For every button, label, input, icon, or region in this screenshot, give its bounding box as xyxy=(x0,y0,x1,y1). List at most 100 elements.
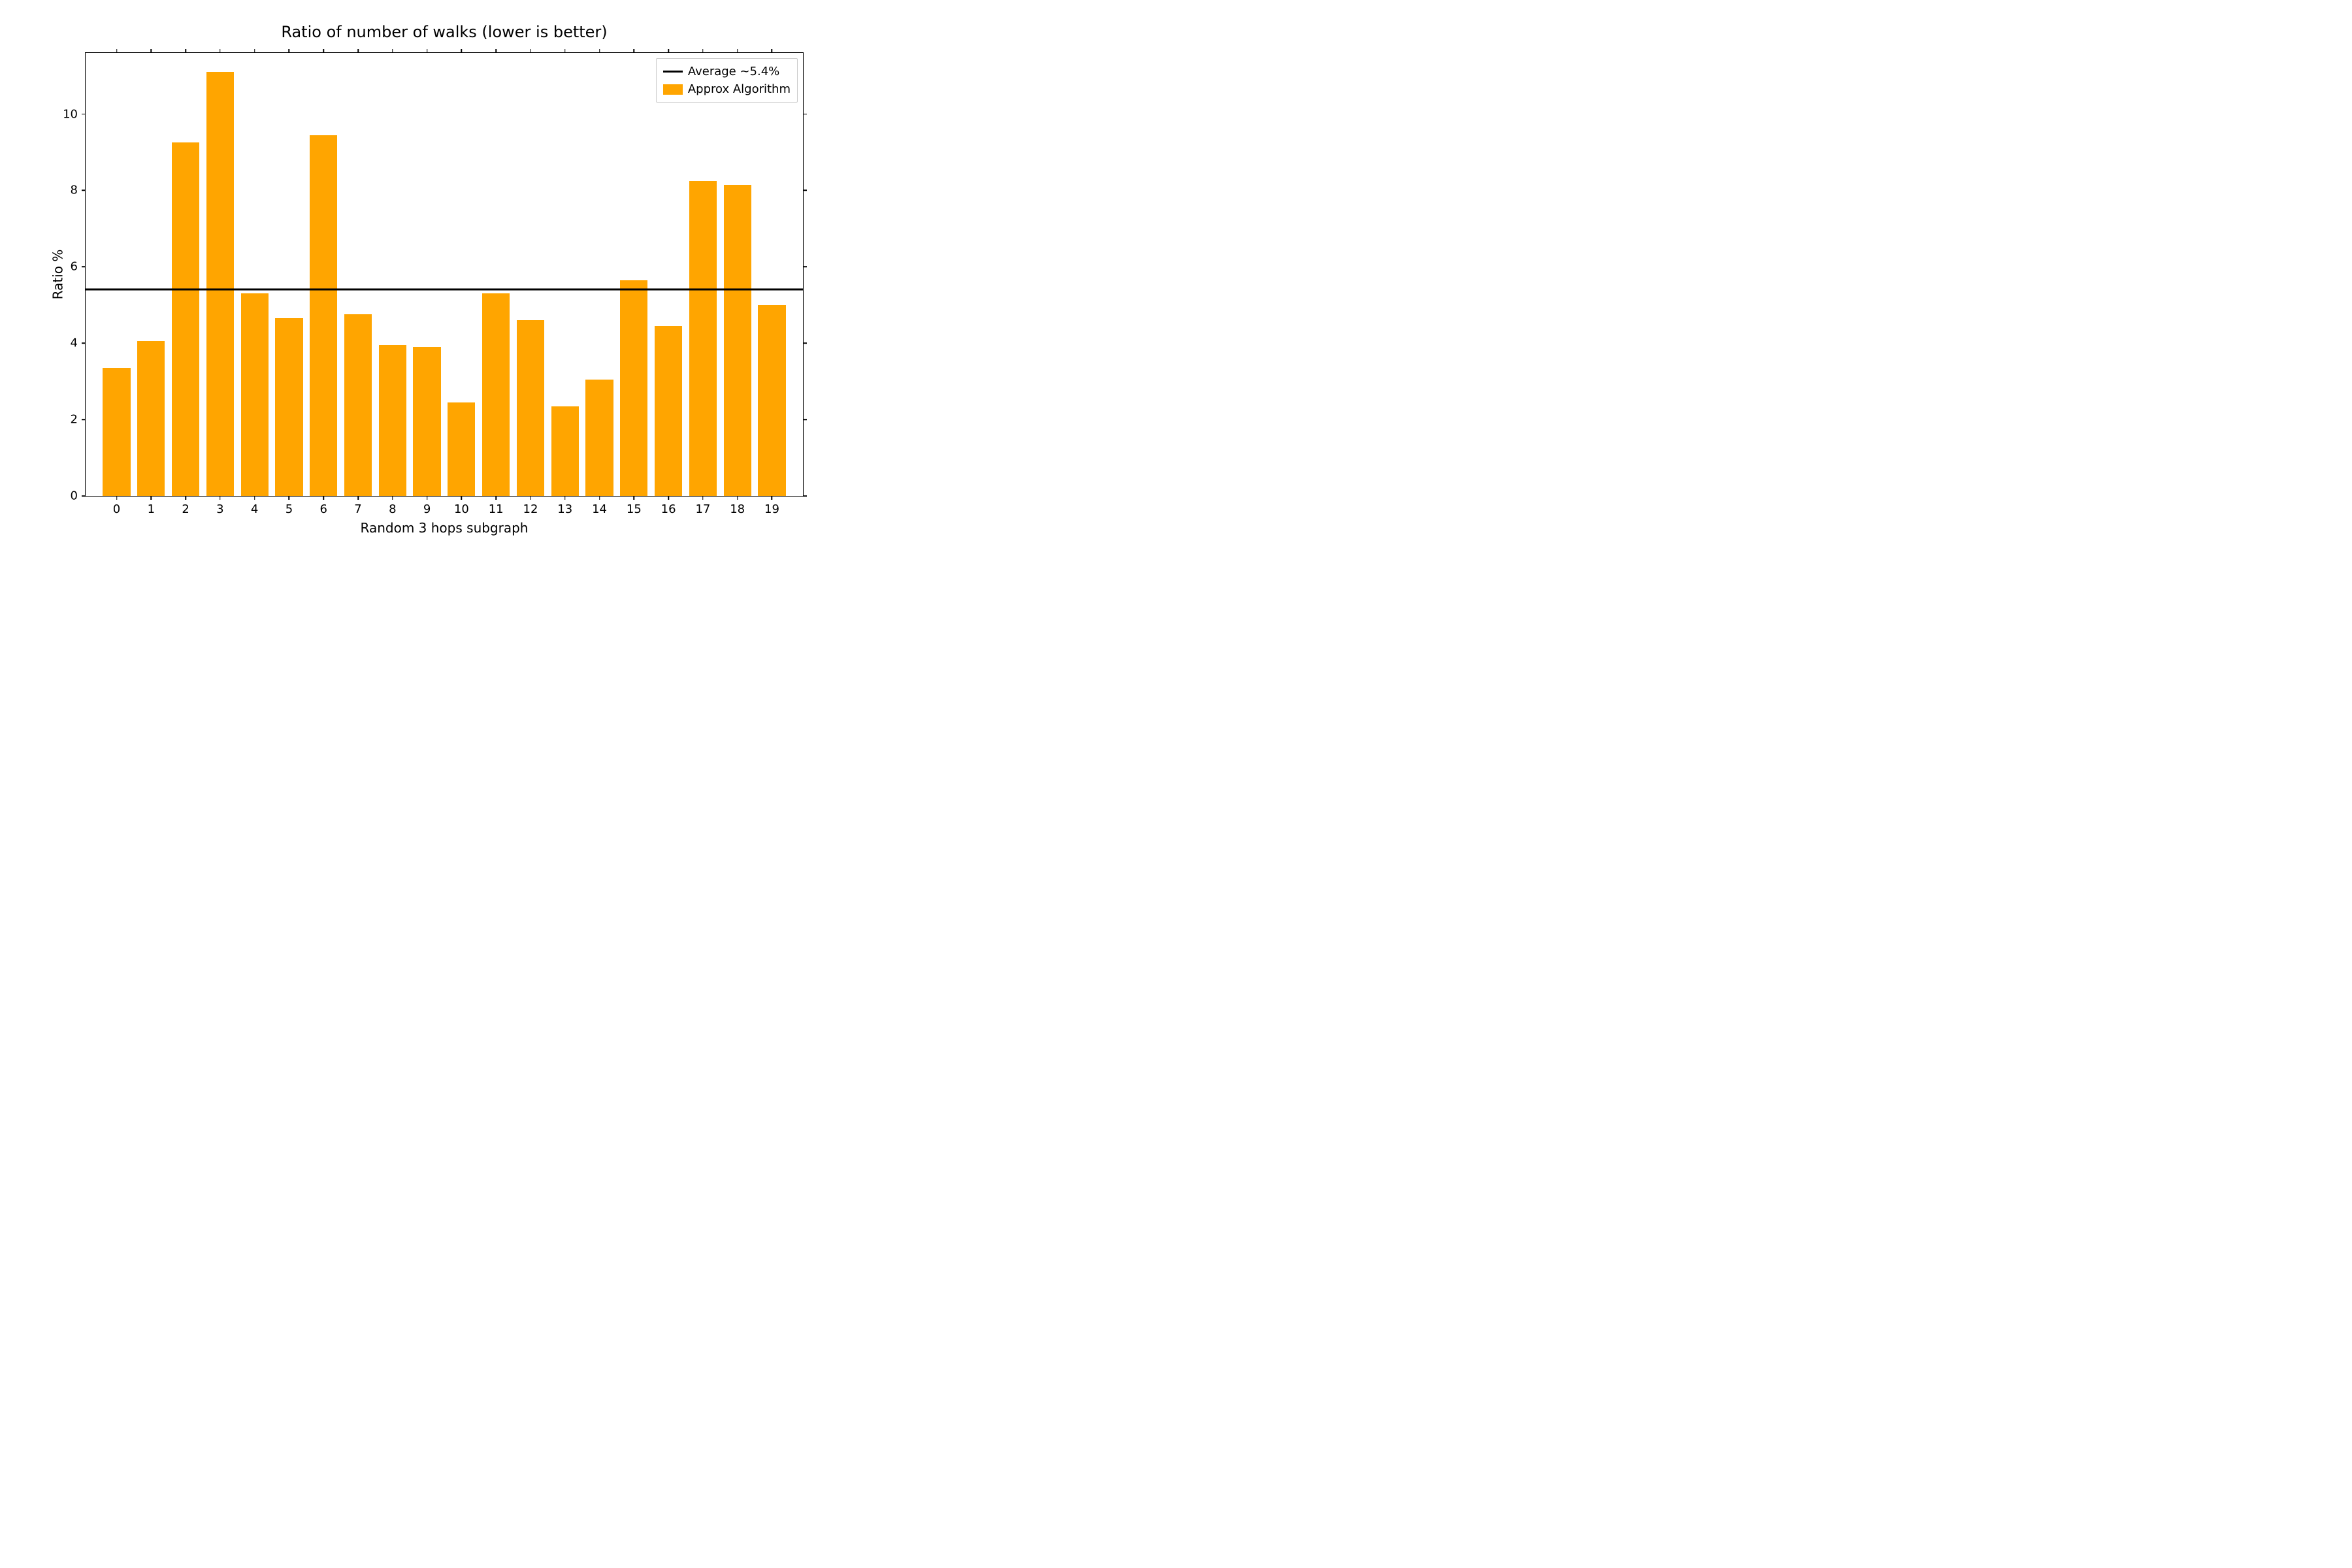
x-tick-mark xyxy=(357,49,359,53)
x-tick-mark xyxy=(668,49,669,53)
y-tick-mark xyxy=(82,419,86,420)
bar xyxy=(655,326,682,496)
bar xyxy=(344,314,372,496)
bar xyxy=(413,347,440,496)
x-tick-label: 6 xyxy=(320,502,327,516)
x-tick-mark xyxy=(151,496,152,500)
x-tick-label: 12 xyxy=(523,502,538,516)
x-tick-label: 15 xyxy=(627,502,642,516)
x-tick-mark xyxy=(220,49,221,53)
bar xyxy=(585,380,613,496)
y-tick-mark xyxy=(82,114,86,115)
y-tick-mark xyxy=(803,190,807,191)
x-tick-label: 14 xyxy=(592,502,607,516)
x-tick-label: 4 xyxy=(251,502,258,516)
bar xyxy=(689,181,717,496)
bar xyxy=(275,318,302,496)
x-tick-label: 8 xyxy=(389,502,396,516)
x-tick-label: 13 xyxy=(557,502,572,516)
x-tick-mark xyxy=(772,496,773,500)
y-tick-label: 4 xyxy=(71,336,78,350)
bar xyxy=(379,345,406,496)
x-tick-mark xyxy=(495,496,497,500)
x-tick-mark xyxy=(323,49,324,53)
x-tick-mark xyxy=(702,49,704,53)
y-tick-mark xyxy=(803,267,807,268)
legend-label-approx: Approx Algorithm xyxy=(688,80,791,98)
y-tick-mark xyxy=(803,419,807,420)
x-tick-mark xyxy=(392,496,393,500)
legend-entry-average: Average ~5.4% xyxy=(663,63,791,80)
x-tick-label: 18 xyxy=(730,502,745,516)
bar xyxy=(206,72,234,496)
y-tick-label: 10 xyxy=(63,107,78,121)
x-tick-mark xyxy=(737,496,738,500)
x-tick-mark xyxy=(599,496,600,500)
x-tick-mark xyxy=(461,496,463,500)
x-tick-label: 2 xyxy=(182,502,189,516)
x-tick-label: 7 xyxy=(354,502,361,516)
x-tick-mark xyxy=(772,49,773,53)
x-tick-mark xyxy=(564,496,566,500)
x-tick-mark xyxy=(564,49,566,53)
x-tick-mark xyxy=(634,49,635,53)
bar xyxy=(172,142,199,496)
x-tick-mark xyxy=(220,496,221,500)
legend-label-average: Average ~5.4% xyxy=(688,63,779,80)
x-tick-mark xyxy=(185,49,186,53)
x-tick-label: 1 xyxy=(148,502,155,516)
x-tick-mark xyxy=(116,496,118,500)
legend-line-swatch xyxy=(663,71,683,73)
y-tick-label: 2 xyxy=(71,413,78,427)
x-axis-label: Random 3 hops subgraph xyxy=(85,520,804,536)
x-tick-mark xyxy=(357,496,359,500)
x-tick-label: 11 xyxy=(489,502,504,516)
bar xyxy=(482,293,510,496)
bar xyxy=(620,280,647,496)
bar xyxy=(551,406,579,496)
x-tick-mark xyxy=(323,496,324,500)
x-tick-label: 17 xyxy=(695,502,710,516)
x-tick-label: 3 xyxy=(216,502,223,516)
x-tick-label: 16 xyxy=(661,502,676,516)
x-tick-mark xyxy=(427,49,428,53)
legend: Average ~5.4% Approx Algorithm xyxy=(656,58,798,103)
x-tick-label: 5 xyxy=(286,502,293,516)
y-tick-mark xyxy=(82,495,86,497)
plot-area: Average ~5.4% Approx Algorithm 024681001… xyxy=(85,52,804,497)
x-tick-mark xyxy=(185,496,186,500)
bar xyxy=(241,293,269,496)
bar xyxy=(103,368,130,496)
x-tick-mark xyxy=(530,496,531,500)
x-tick-mark xyxy=(461,49,463,53)
x-tick-mark xyxy=(151,49,152,53)
y-tick-label: 0 xyxy=(71,489,78,503)
x-tick-label: 9 xyxy=(423,502,431,516)
y-tick-label: 8 xyxy=(71,184,78,197)
bar xyxy=(448,402,475,496)
x-tick-label: 10 xyxy=(454,502,469,516)
x-tick-mark xyxy=(254,49,255,53)
bar xyxy=(758,305,785,496)
y-tick-label: 6 xyxy=(71,260,78,274)
legend-entry-approx: Approx Algorithm xyxy=(663,80,791,98)
x-tick-mark xyxy=(599,49,600,53)
x-tick-mark xyxy=(392,49,393,53)
x-tick-mark xyxy=(289,49,290,53)
x-tick-label: 19 xyxy=(764,502,779,516)
bar xyxy=(724,185,751,496)
x-tick-mark xyxy=(254,496,255,500)
x-tick-label: 0 xyxy=(113,502,120,516)
legend-bar-swatch xyxy=(663,84,683,95)
bar xyxy=(517,320,544,496)
x-tick-mark xyxy=(737,49,738,53)
x-tick-mark xyxy=(530,49,531,53)
bar xyxy=(310,135,337,496)
x-tick-mark xyxy=(702,496,704,500)
y-tick-mark xyxy=(82,342,86,344)
x-tick-mark xyxy=(668,496,669,500)
y-tick-mark xyxy=(803,495,807,497)
x-tick-mark xyxy=(634,496,635,500)
x-tick-mark xyxy=(427,496,428,500)
y-tick-mark xyxy=(803,342,807,344)
